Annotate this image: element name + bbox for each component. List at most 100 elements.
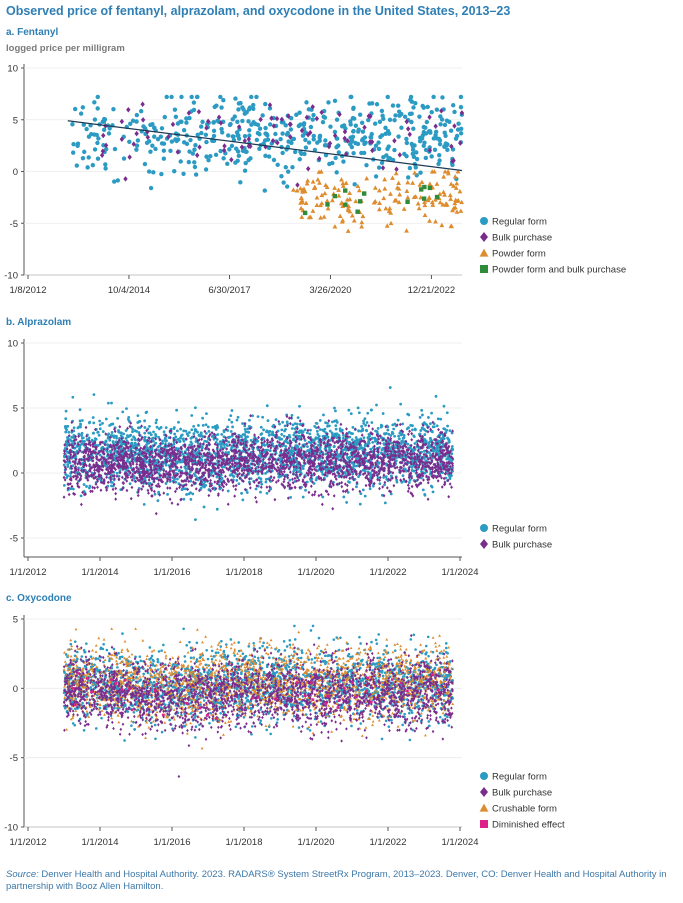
data-point bbox=[380, 448, 384, 452]
data-point bbox=[279, 116, 285, 123]
data-point bbox=[442, 144, 447, 149]
data-point bbox=[436, 479, 440, 483]
data-point bbox=[168, 497, 172, 501]
data-point bbox=[243, 427, 247, 431]
data-point bbox=[149, 433, 153, 437]
data-point bbox=[440, 202, 446, 207]
data-point bbox=[232, 114, 237, 119]
data-point bbox=[266, 154, 272, 159]
data-point bbox=[137, 431, 141, 434]
data-point bbox=[371, 436, 374, 440]
data-point bbox=[232, 475, 236, 478]
data-point bbox=[286, 113, 291, 119]
data-point bbox=[323, 143, 328, 148]
data-point bbox=[143, 426, 147, 429]
data-point bbox=[371, 427, 375, 431]
data-point bbox=[440, 485, 444, 489]
data-point bbox=[284, 439, 288, 443]
data-point bbox=[334, 117, 340, 122]
data-point bbox=[119, 136, 125, 142]
data-point bbox=[313, 492, 316, 497]
data-point bbox=[308, 214, 314, 220]
data-point bbox=[423, 449, 426, 453]
data-point bbox=[422, 467, 426, 471]
y-tick-label: -10 bbox=[4, 271, 18, 282]
data-point bbox=[79, 425, 82, 429]
data-point bbox=[187, 149, 192, 154]
data-point bbox=[319, 109, 324, 116]
data-point bbox=[140, 117, 146, 123]
data-point bbox=[62, 484, 66, 487]
data-point bbox=[301, 467, 305, 470]
x-tick-label: 1/1/2016 bbox=[154, 567, 191, 578]
data-point bbox=[194, 452, 198, 456]
data-point bbox=[98, 427, 102, 431]
data-point bbox=[71, 395, 75, 399]
data-point bbox=[193, 406, 197, 410]
data-point bbox=[458, 140, 463, 146]
data-point bbox=[450, 103, 456, 108]
data-point bbox=[417, 114, 422, 119]
data-point bbox=[352, 464, 356, 468]
data-point bbox=[126, 459, 130, 463]
data-point bbox=[435, 424, 439, 428]
data-point bbox=[452, 204, 458, 210]
data-point bbox=[304, 181, 310, 186]
data-point bbox=[106, 480, 110, 485]
data-point bbox=[120, 475, 124, 480]
y-axis-label: logged price per milligram bbox=[6, 43, 125, 54]
data-point bbox=[290, 427, 294, 430]
data-point bbox=[101, 430, 105, 433]
data-point bbox=[348, 94, 353, 100]
data-point bbox=[322, 190, 328, 196]
data-point bbox=[111, 440, 115, 443]
data-point bbox=[115, 471, 119, 475]
data-point bbox=[322, 115, 328, 120]
data-point bbox=[334, 170, 339, 175]
data-point bbox=[348, 119, 353, 124]
data-point bbox=[82, 149, 87, 155]
data-point bbox=[92, 431, 95, 435]
data-point bbox=[153, 146, 158, 152]
data-point bbox=[359, 224, 365, 229]
data-point bbox=[264, 131, 269, 137]
data-point bbox=[115, 474, 119, 479]
data-point bbox=[103, 166, 108, 171]
data-point bbox=[85, 165, 90, 170]
data-point bbox=[295, 182, 300, 188]
data-point bbox=[448, 128, 454, 133]
data-point bbox=[459, 110, 465, 116]
data-point bbox=[362, 141, 367, 147]
data-point bbox=[332, 129, 338, 135]
data-point bbox=[155, 136, 161, 142]
data-point bbox=[341, 159, 346, 164]
data-point bbox=[441, 189, 446, 195]
data-point bbox=[173, 489, 177, 494]
data-point bbox=[458, 94, 464, 100]
data-point bbox=[211, 128, 217, 134]
panel-title-alprazolam: b. Alprazolam bbox=[6, 317, 72, 328]
data-point bbox=[411, 126, 416, 131]
data-point bbox=[230, 420, 234, 424]
data-point bbox=[117, 430, 121, 434]
data-point bbox=[267, 102, 273, 108]
data-point bbox=[392, 427, 396, 431]
data-point bbox=[162, 114, 167, 120]
data-point bbox=[190, 428, 194, 432]
data-point bbox=[164, 482, 168, 485]
data-point bbox=[247, 133, 252, 138]
data-point bbox=[254, 94, 259, 100]
data-point bbox=[243, 149, 248, 154]
data-point bbox=[434, 394, 438, 398]
data-point bbox=[148, 149, 153, 154]
x-tick-label: 6/30/2017 bbox=[208, 285, 250, 296]
data-point bbox=[174, 435, 178, 439]
y-tick-label: 0 bbox=[13, 469, 18, 480]
data-point bbox=[110, 401, 113, 405]
data-point bbox=[259, 485, 263, 490]
data-point bbox=[414, 156, 420, 162]
data-point bbox=[159, 141, 165, 146]
data-point bbox=[392, 147, 397, 153]
data-point bbox=[173, 114, 179, 120]
data-point bbox=[62, 495, 66, 499]
